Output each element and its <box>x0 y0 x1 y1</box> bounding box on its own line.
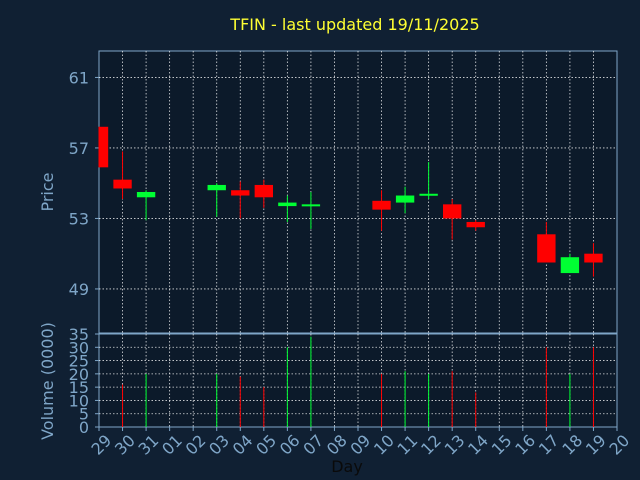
candle-body <box>466 221 485 228</box>
volume-tick-label: 20 <box>69 365 89 384</box>
volume-tick-label: 5 <box>79 405 89 424</box>
volume-tick-label: 30 <box>69 338 89 357</box>
x-tick-label: 20 <box>605 431 633 459</box>
candles <box>98 126 603 277</box>
candle-body <box>136 192 156 198</box>
price-tick-label: 61 <box>69 68 89 87</box>
volume-tick-label: 25 <box>69 352 89 371</box>
candle-body <box>395 195 415 203</box>
candle-body <box>278 202 297 207</box>
chart-title: TFIN - last updated 19/11/2025 <box>229 15 479 34</box>
candle-body <box>442 204 462 219</box>
volume-tick-label: 10 <box>69 391 89 410</box>
candle-body <box>113 179 132 189</box>
x-tick-labels: 2930310102030405060708091011121314151617… <box>87 427 633 459</box>
candle-body <box>254 184 274 198</box>
candle-body <box>301 204 321 207</box>
volume-tick-label: 0 <box>79 418 89 437</box>
price-tick-label: 57 <box>69 139 89 158</box>
price-axis-label: Price <box>38 172 57 211</box>
candle-body <box>231 190 250 196</box>
volume-tick-label: 15 <box>69 378 89 397</box>
candle-body <box>584 253 603 263</box>
price-tick-label: 49 <box>69 280 89 299</box>
volume-bars <box>122 336 594 427</box>
volume-axis-label: Volume (0000) <box>38 322 57 440</box>
candle-body <box>419 193 438 196</box>
candle-body <box>207 184 226 191</box>
price-tick-label: 53 <box>69 209 89 228</box>
price-y-tick-labels: 49 53 57 61 <box>69 68 99 299</box>
candle-body <box>99 126 109 168</box>
candle-body <box>537 234 556 263</box>
volume-tick-label: 35 <box>69 325 89 344</box>
x-axis-label: Day <box>331 457 363 476</box>
candle-body <box>560 257 580 274</box>
candle-body <box>372 200 391 210</box>
price-gridlines <box>99 51 617 333</box>
